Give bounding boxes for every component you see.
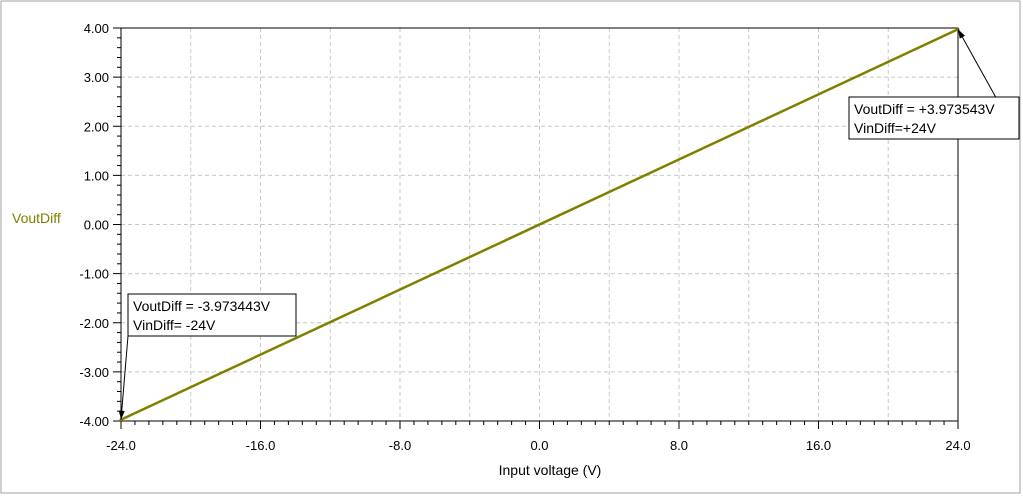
y-tick-labels: 4.00 3.00 2.00 1.00 0.00 -1.00 -2.00 -3.00 -4.00 <box>79 21 109 429</box>
x-tick-label: 8.0 <box>670 438 688 453</box>
callout-line-2: VinDiff=+24V <box>854 120 937 136</box>
y-tick-label: -3.00 <box>79 365 109 380</box>
y-tick-label: 1.00 <box>84 168 109 183</box>
x-tick-labels: -24.0 -16.0 -8.0 0.0 8.0 16.0 24.0 <box>106 438 970 453</box>
tick-marks <box>113 27 959 429</box>
callout-line-2: VinDiff= -24V <box>133 317 216 333</box>
x-tick-label: -8.0 <box>389 438 411 453</box>
y-tick-label: 3.00 <box>84 70 109 85</box>
x-axis-title: Input voltage (V) <box>499 462 602 478</box>
y-tick-label: 0.00 <box>84 218 109 233</box>
y-tick-label: -2.00 <box>79 316 109 331</box>
callout-leader-line <box>120 335 129 420</box>
x-tick-label: 16.0 <box>806 438 831 453</box>
series-line-voutdiff <box>120 28 959 421</box>
annotations: VoutDiff = -3.973443V VinDiff= -24V VoutDi… <box>118 29 1020 420</box>
callout-line-1: VoutDiff = -3.973443V <box>133 298 271 314</box>
callout-arrowhead <box>118 410 125 420</box>
y-axis-title: VoutDiff <box>12 210 61 226</box>
x-tick-label: 0.0 <box>530 438 548 453</box>
y-tick-label: -4.00 <box>79 414 109 429</box>
callout-box <box>127 293 297 337</box>
callout-line-1: VoutDiff = +3.973543V <box>854 101 995 117</box>
callout-box <box>848 96 1020 140</box>
y-tick-label: 4.00 <box>84 21 109 36</box>
x-tick-label: -16.0 <box>246 438 276 453</box>
plot-area <box>120 27 959 422</box>
x-tick-label: 24.0 <box>945 438 970 453</box>
callout-arrowhead <box>958 29 965 39</box>
y-tick-label: 2.00 <box>84 119 109 134</box>
y-tick-label: -1.00 <box>79 267 109 282</box>
x-tick-label: -24.0 <box>106 438 136 453</box>
